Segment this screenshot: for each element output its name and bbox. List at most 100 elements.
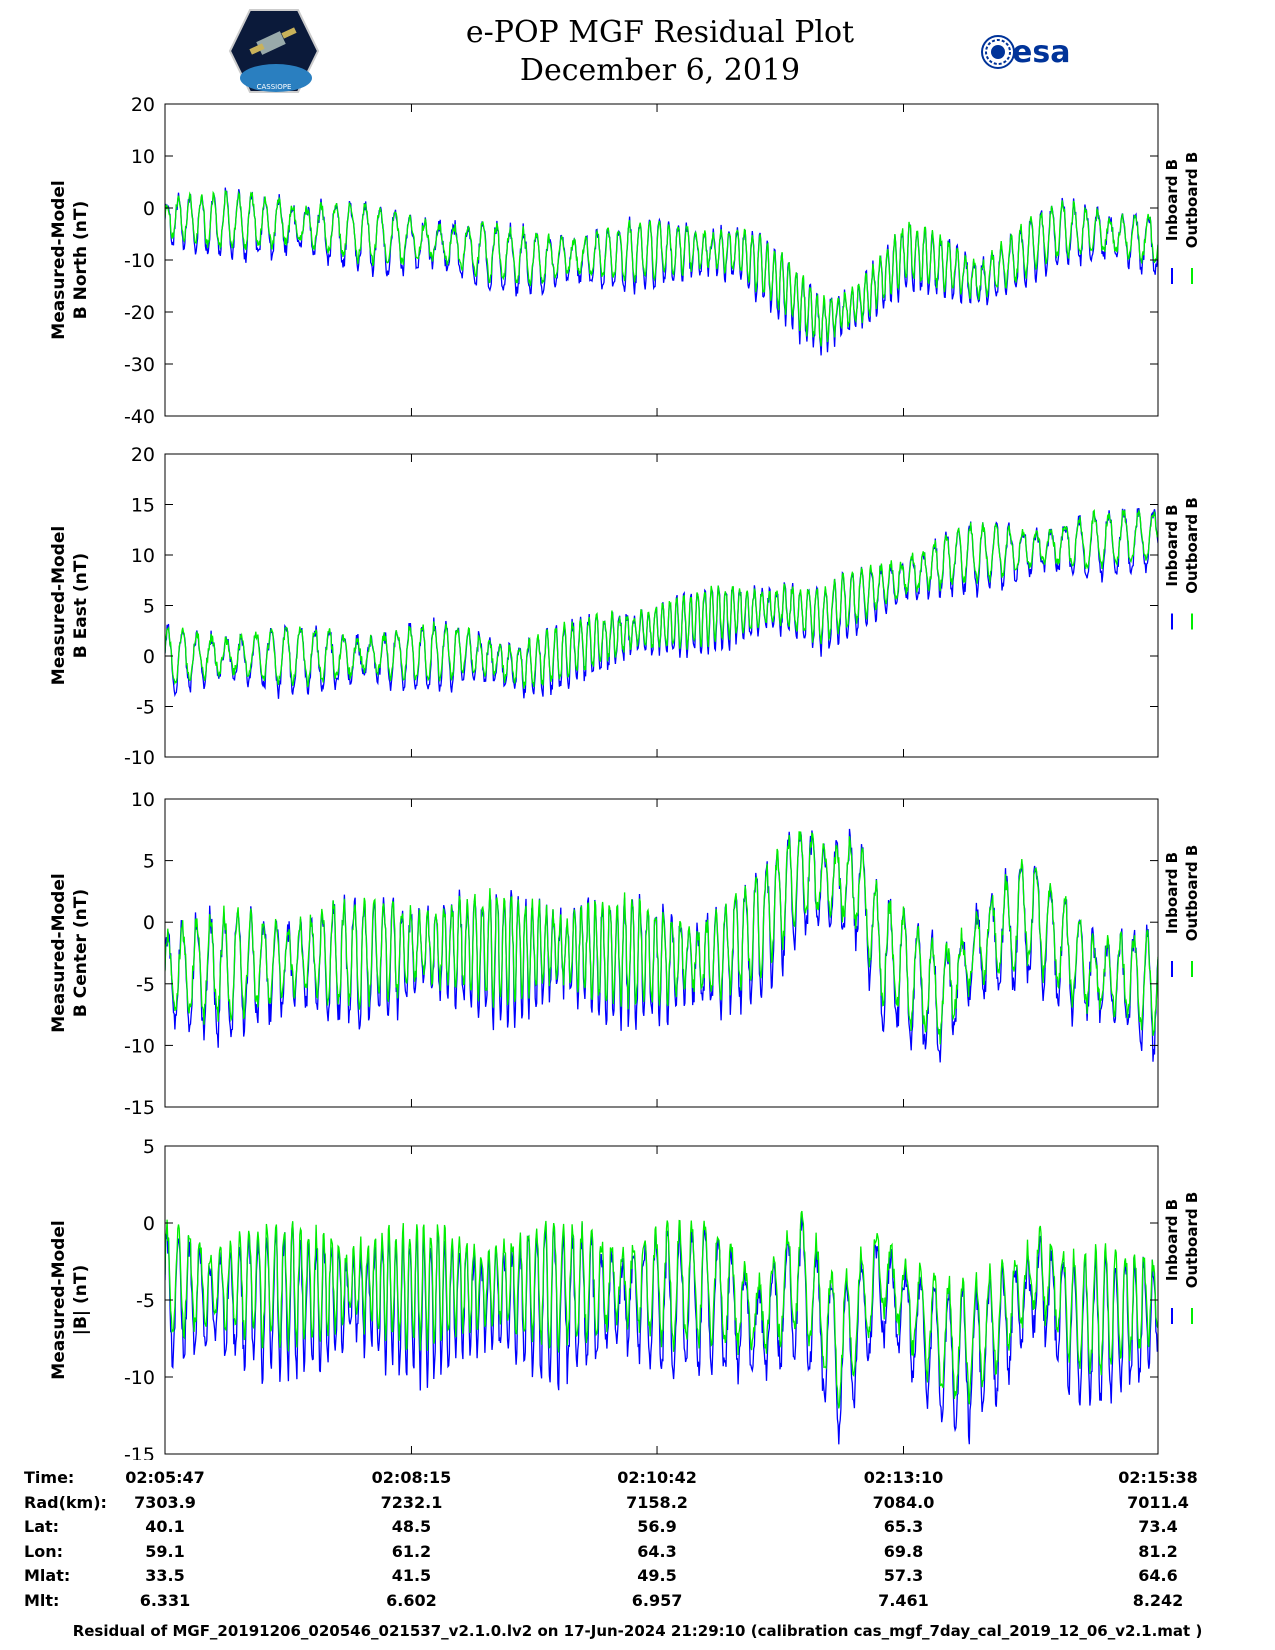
y-tick-label: 5 [143, 1136, 155, 1158]
info-row-value: 7011.4 [1127, 1492, 1189, 1512]
info-row-label: Mlt: [24, 1591, 60, 1610]
legend-outboard-label: Outboard B [1183, 1192, 1201, 1289]
y-axis-label-line-2: B Center (nT) [71, 889, 91, 1017]
info-row: Rad(km): 7303.9 7232.1 7158.2 7084.0 7011.4 [0, 1493, 1275, 1517]
y-tick-label: -20 [124, 302, 155, 324]
esa-logo: esa [981, 35, 1070, 70]
info-row-label: Rad(km): [24, 1492, 107, 1512]
legend: Inboard B Outboard B [1163, 1192, 1201, 1324]
y-tick-label: 10 [131, 789, 155, 811]
y-axis-label-line-1: Measured-Model [49, 873, 69, 1032]
info-row-value: 7158.2 [626, 1492, 688, 1512]
series-outboard-line [165, 831, 1158, 1045]
legend-inboard-label: Inboard B [1163, 504, 1181, 586]
chart-panel-4: -15 -10 -5 0 5 Measured-Model |B| (nT) Inboard … [49, 1136, 1201, 1460]
info-row: Lon: 59.1 61.2 64.3 69.8 81.2 [0, 1542, 1275, 1566]
y-tick-label: -40 [124, 406, 155, 428]
info-row-value: 8.242 [1132, 1591, 1184, 1610]
info-row-value: 59.1 [145, 1541, 185, 1561]
cassiope-logo: CASSIOPE [228, 9, 320, 93]
legend-outboard-label: Outboard B [1183, 152, 1201, 249]
title-line-1: e-POP MGF Residual Plot [465, 15, 855, 50]
y-tick-label: 0 [143, 912, 155, 934]
legend-outboard-label: Outboard B [1183, 497, 1201, 594]
plot-title: e-POP MGF Residual Plot December 6, 2019 [380, 14, 940, 90]
y-tick-label: 10 [131, 146, 155, 168]
legend-outboard-label: Outboard B [1183, 845, 1201, 942]
y-axis-label: Measured-Model B North (nT) [49, 180, 91, 339]
info-row-value: 7303.9 [134, 1492, 196, 1512]
info-row-value: 81.2 [1138, 1541, 1178, 1561]
chart-panel-2: -10 -5 0 5 10 15 20 Measured-Model B East (nT) In… [49, 444, 1201, 769]
y-tick-label: -15 [124, 1097, 155, 1119]
info-row-value: 64.3 [637, 1541, 677, 1561]
info-row-value: 56.9 [637, 1517, 677, 1537]
info-row-value: 6.602 [386, 1591, 437, 1610]
y-tick-label: 5 [143, 596, 155, 618]
y-tick-label: -30 [124, 354, 155, 376]
legend: Inboard B Outboard B [1163, 845, 1201, 977]
y-axis-label-line-1: Measured-Model [49, 1220, 69, 1379]
y-tick-label: -5 [136, 974, 155, 996]
y-tick-label: -10 [124, 250, 155, 272]
info-row-value: 69.8 [883, 1541, 924, 1561]
legend-inboard-label: Inboard B [1163, 852, 1181, 934]
y-tick-label: -10 [124, 1367, 155, 1389]
footer-caption: Residual of MGF_20191206_020546_021537_v… [72, 1622, 1203, 1640]
chart-panel-1: -40 -30 -20 -10 0 10 20 Measured-Model B North (… [49, 94, 1201, 428]
info-row-label: Lat: [24, 1517, 60, 1537]
legend-inboard-label: Inboard B [1163, 1199, 1181, 1281]
info-row-label: Lon: [24, 1541, 63, 1561]
y-tick-label: 5 [143, 851, 155, 873]
y-axis-label: Measured-Model B East (nT) [49, 526, 91, 685]
info-row-value: 41.5 [391, 1566, 432, 1586]
legend: Inboard B Outboard B [1163, 497, 1201, 630]
info-row-value: 02:10:42 [617, 1468, 697, 1487]
y-axis-label-line-2: B North (nT) [71, 201, 91, 320]
info-row: Mlt: 6.331 6.602 6.957 7.461 8.242 [0, 1591, 1275, 1615]
info-row-label: Time: [24, 1468, 75, 1487]
info-row-value: 57.3 [883, 1566, 924, 1586]
y-tick-label: -5 [136, 1290, 155, 1312]
y-tick-label: 0 [143, 198, 155, 220]
info-row-value: 49.5 [637, 1566, 677, 1586]
esa-logo-text: esa [1012, 35, 1070, 70]
info-row-value: 6.957 [631, 1591, 683, 1610]
series-outboard-line [165, 1210, 1158, 1409]
info-row-value: 73.4 [1138, 1517, 1178, 1537]
info-row-value: 61.2 [391, 1541, 432, 1561]
y-tick-label: -10 [124, 747, 155, 769]
info-row-value: 02:05:47 [125, 1468, 205, 1487]
series-inboard-line [165, 1213, 1158, 1445]
y-tick-label: 0 [143, 1213, 155, 1235]
info-row-value: 02:15:38 [1118, 1468, 1198, 1487]
series-outboard-line [165, 190, 1158, 347]
info-row-value: 48.5 [391, 1517, 432, 1537]
y-tick-label: 15 [131, 495, 155, 517]
info-row-value: 6.331 [139, 1591, 191, 1610]
y-axis-label-line-2: B East (nT) [71, 553, 91, 658]
y-tick-label: 0 [143, 646, 155, 668]
y-tick-label: -10 [124, 1035, 155, 1057]
y-tick-label: -15 [124, 1444, 155, 1460]
info-row-value: 02:08:15 [371, 1468, 452, 1487]
cassiope-logo-text: CASSIOPE [257, 83, 292, 91]
info-row: Lat: 40.1 48.5 56.9 65.3 73.4 [0, 1517, 1275, 1541]
info-row-value: 7232.1 [380, 1492, 443, 1512]
series-inboard-line [165, 508, 1158, 699]
info-row-value: 33.5 [145, 1566, 185, 1586]
y-axis-label: Measured-Model |B| (nT) [49, 1220, 91, 1379]
y-tick-label: 20 [131, 444, 155, 466]
legend: Inboard B Outboard B [1163, 152, 1201, 284]
info-row: Mlat: 33.5 41.5 49.5 57.3 64.6 [0, 1566, 1275, 1590]
legend-inboard-label: Inboard B [1163, 159, 1181, 241]
info-row-value: 40.1 [145, 1517, 185, 1537]
info-row-label: Mlat: [24, 1566, 71, 1586]
y-tick-label: -5 [136, 697, 155, 719]
y-tick-label: 10 [131, 545, 155, 567]
info-row-value: 7084.0 [872, 1492, 935, 1512]
series-outboard-line [165, 508, 1158, 689]
info-row-value: 64.6 [1138, 1566, 1178, 1586]
info-row-value: 7.461 [878, 1591, 929, 1610]
